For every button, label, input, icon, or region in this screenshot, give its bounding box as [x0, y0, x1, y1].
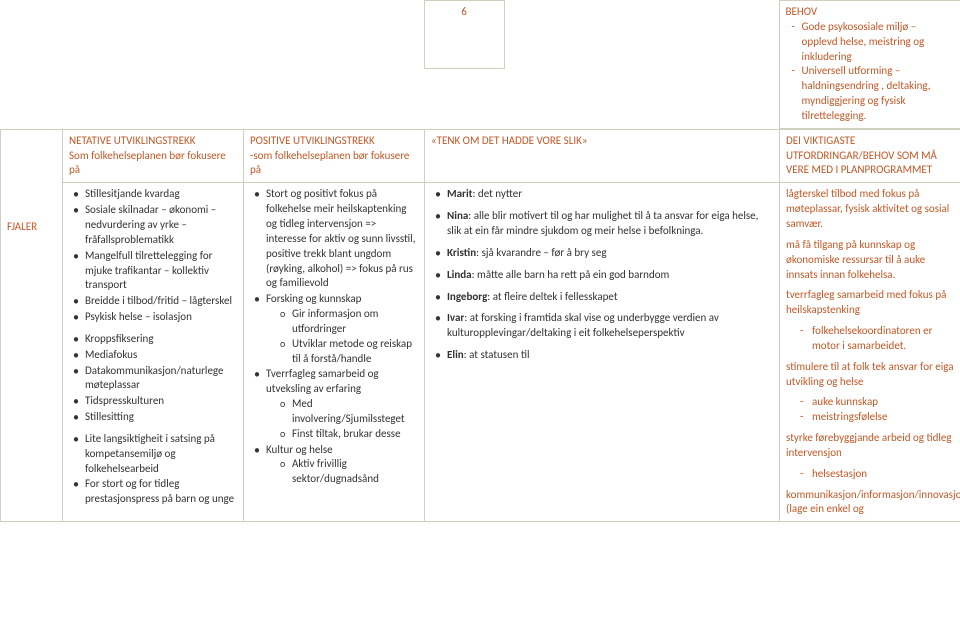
tenkom-list: Marit: det nytter [431, 187, 773, 202]
behov-item: Universell utforming – haldningsendring … [786, 64, 954, 123]
list-item: Mangelfull tilrettelegging for mjuke tra… [69, 249, 237, 294]
negative-list: Stillesitjande kvardag Sosiale skilnadar… [69, 187, 237, 325]
negative-list-2: Kroppsfiksering Mediafokus Datakommunika… [69, 332, 237, 425]
col2-header: NETATIVE UTVIKLINGSTREKK Som folkehelsep… [63, 129, 244, 183]
needs-text: tverrfagleg samarbeid med fokus på heils… [786, 288, 954, 318]
person-text: måtte alle barn ha rett på ein god barnd… [477, 268, 669, 281]
col5-header: DEI VIKTIGASTE UTFORDRINGAR/BEHOV SOM MÅ… [780, 129, 960, 183]
person-name: Kristin [447, 246, 476, 259]
person-name: Ivar [447, 311, 464, 324]
list-item: Kroppsfiksering [69, 332, 237, 347]
list-item: Linda: måtte alle barn ha rett på ein go… [431, 268, 773, 283]
list-item: Breidde i tilbod/fritid – lågterskel [69, 294, 237, 309]
person-text: at statusen til [469, 348, 529, 361]
list-item: Mediafokus [69, 348, 237, 363]
person-text: det nytter [478, 187, 522, 200]
list-item: Stort og positivt fokus på folkehelse me… [250, 187, 418, 291]
list-item: Stillesitting [69, 410, 237, 425]
list-item: Tidspresskulturen [69, 394, 237, 409]
list-item: Ingeborg: at fleire deltek i fellesskape… [431, 290, 773, 305]
col4-header: «TENK OM DET HADDE VORE SLIK» [425, 129, 780, 183]
person-name: Marit [447, 187, 472, 200]
col3-header: POSITIVE UTVIKLINGSTREKK -som folkehelse… [244, 129, 425, 183]
top-table: 6 BEHOV Gode psykososiale miljø – opplev… [0, 0, 960, 129]
person-text: at forsking i framtida skal vise og unde… [447, 311, 719, 339]
list-item: Tverrfagleg samarbeid og utveksling av e… [250, 367, 418, 441]
person-text: at fleire deltek i fellesskapet [493, 290, 618, 303]
list-item: Kultur og helse Aktiv frivillig sektor/d… [250, 443, 418, 488]
list-item: Forsking og kunnskap Gir informasjon om … [250, 292, 418, 366]
list-item: Marit: det nytter [431, 187, 773, 202]
list-item: Stillesitjande kvardag [69, 187, 237, 202]
list-item: Psykisk helse – isolasjon [69, 310, 237, 325]
tenkom-cell: Marit: det nytter Nina: alle blir motive… [425, 183, 780, 522]
positive-cell: Stort og positivt fokus på folkehelse me… [244, 183, 425, 522]
person-name: Elin [447, 348, 464, 361]
needs-text-span: styrke førebyggjande arbeid og tidleg in… [786, 431, 952, 459]
negative-list-3: Lite langsiktigheit i satsing på kompeta… [69, 432, 237, 507]
sub-item: Gir informasjon om utfordringer [266, 307, 418, 337]
list-item: Kristin: sjå kvarandre – før å bry seg [431, 246, 773, 261]
item-text: Forsking og kunnskap [266, 292, 361, 305]
list-item: Nina: alle blir motivert til og har muli… [431, 209, 773, 239]
sub-item: auke kunnskap [786, 395, 954, 410]
person-text: alle blir motivert til og har mulighet t… [447, 209, 758, 237]
sub-item: helsestasjon [786, 467, 954, 482]
behov-heading: BEHOV [786, 5, 818, 18]
list-item: Elin: at statusen til [431, 348, 773, 363]
needs-text: kommunikasjon/informasjon/innovasjon (la… [786, 488, 954, 518]
list-item: Sosiale skilnadar – økonomi – nedvurderi… [69, 203, 237, 248]
needs-text-span: tverrfagleg samarbeid med fokus på heils… [786, 288, 946, 316]
behov-item: Gode psykososiale miljø – opplevd helse,… [786, 20, 954, 65]
sub-item: Utviklar metode og reiskap til å forstå/… [266, 337, 418, 367]
list-item: Datakommunikasjon/naturlege møteplassar [69, 364, 237, 394]
needs-text: lågterskel tilbod med fokus på møteplass… [786, 187, 954, 232]
person-text: sjå kvarandre – før å bry seg [482, 246, 607, 259]
page-number: 6 [424, 1, 504, 69]
item-text: Kultur og helse [266, 443, 333, 456]
person-name: Linda [447, 268, 472, 281]
person-name: Ingeborg [447, 290, 487, 303]
sub-item: Med involvering/Sjumilssteget [266, 397, 418, 427]
sub-item: folkehelsekoordinatoren er motor i samar… [786, 324, 954, 354]
negative-cell: Stillesitjande kvardag Sosiale skilnadar… [63, 183, 244, 522]
sub-item: Aktiv frivillig sektor/dugnadsånd [266, 457, 418, 487]
list-item: Lite langsiktigheit i satsing på kompeta… [69, 432, 237, 477]
behov-cell: BEHOV Gode psykososiale miljø – opplevd … [779, 1, 960, 129]
person-name: Nina [447, 209, 468, 222]
needs-cell: lågterskel tilbod med fokus på møteplass… [780, 183, 960, 522]
list-item: For stort og for tidleg prestasjonspress… [69, 477, 237, 507]
needs-text: må få tilgang på kunnskap og økonomiske … [786, 238, 954, 283]
needs-text: stimulere til at folk tek ansvar for eig… [786, 360, 954, 390]
behov-list: Gode psykososiale miljø – opplevd helse,… [786, 20, 954, 124]
needs-text-span: stimulere til at folk tek ansvar for eig… [786, 360, 954, 388]
item-text: Tverrfagleg samarbeid og utveksling av e… [266, 367, 379, 395]
positive-list: Stort og positivt fokus på folkehelse me… [250, 187, 418, 487]
main-table: FJALER NETATIVE UTVIKLINGSTREKK Som folk… [0, 129, 960, 523]
row-label-text: FJALER [7, 220, 37, 233]
row-label: FJALER [1, 129, 63, 522]
list-item: Ivar: at forsking i framtida skal vise o… [431, 311, 773, 341]
sub-item: Finst tiltak, brukar desse [266, 427, 418, 442]
sub-item: meistringsfølelse [786, 410, 954, 425]
needs-text: styrke førebyggjande arbeid og tidleg in… [786, 431, 954, 461]
page: 6 BEHOV Gode psykososiale miljø – opplev… [0, 0, 960, 627]
